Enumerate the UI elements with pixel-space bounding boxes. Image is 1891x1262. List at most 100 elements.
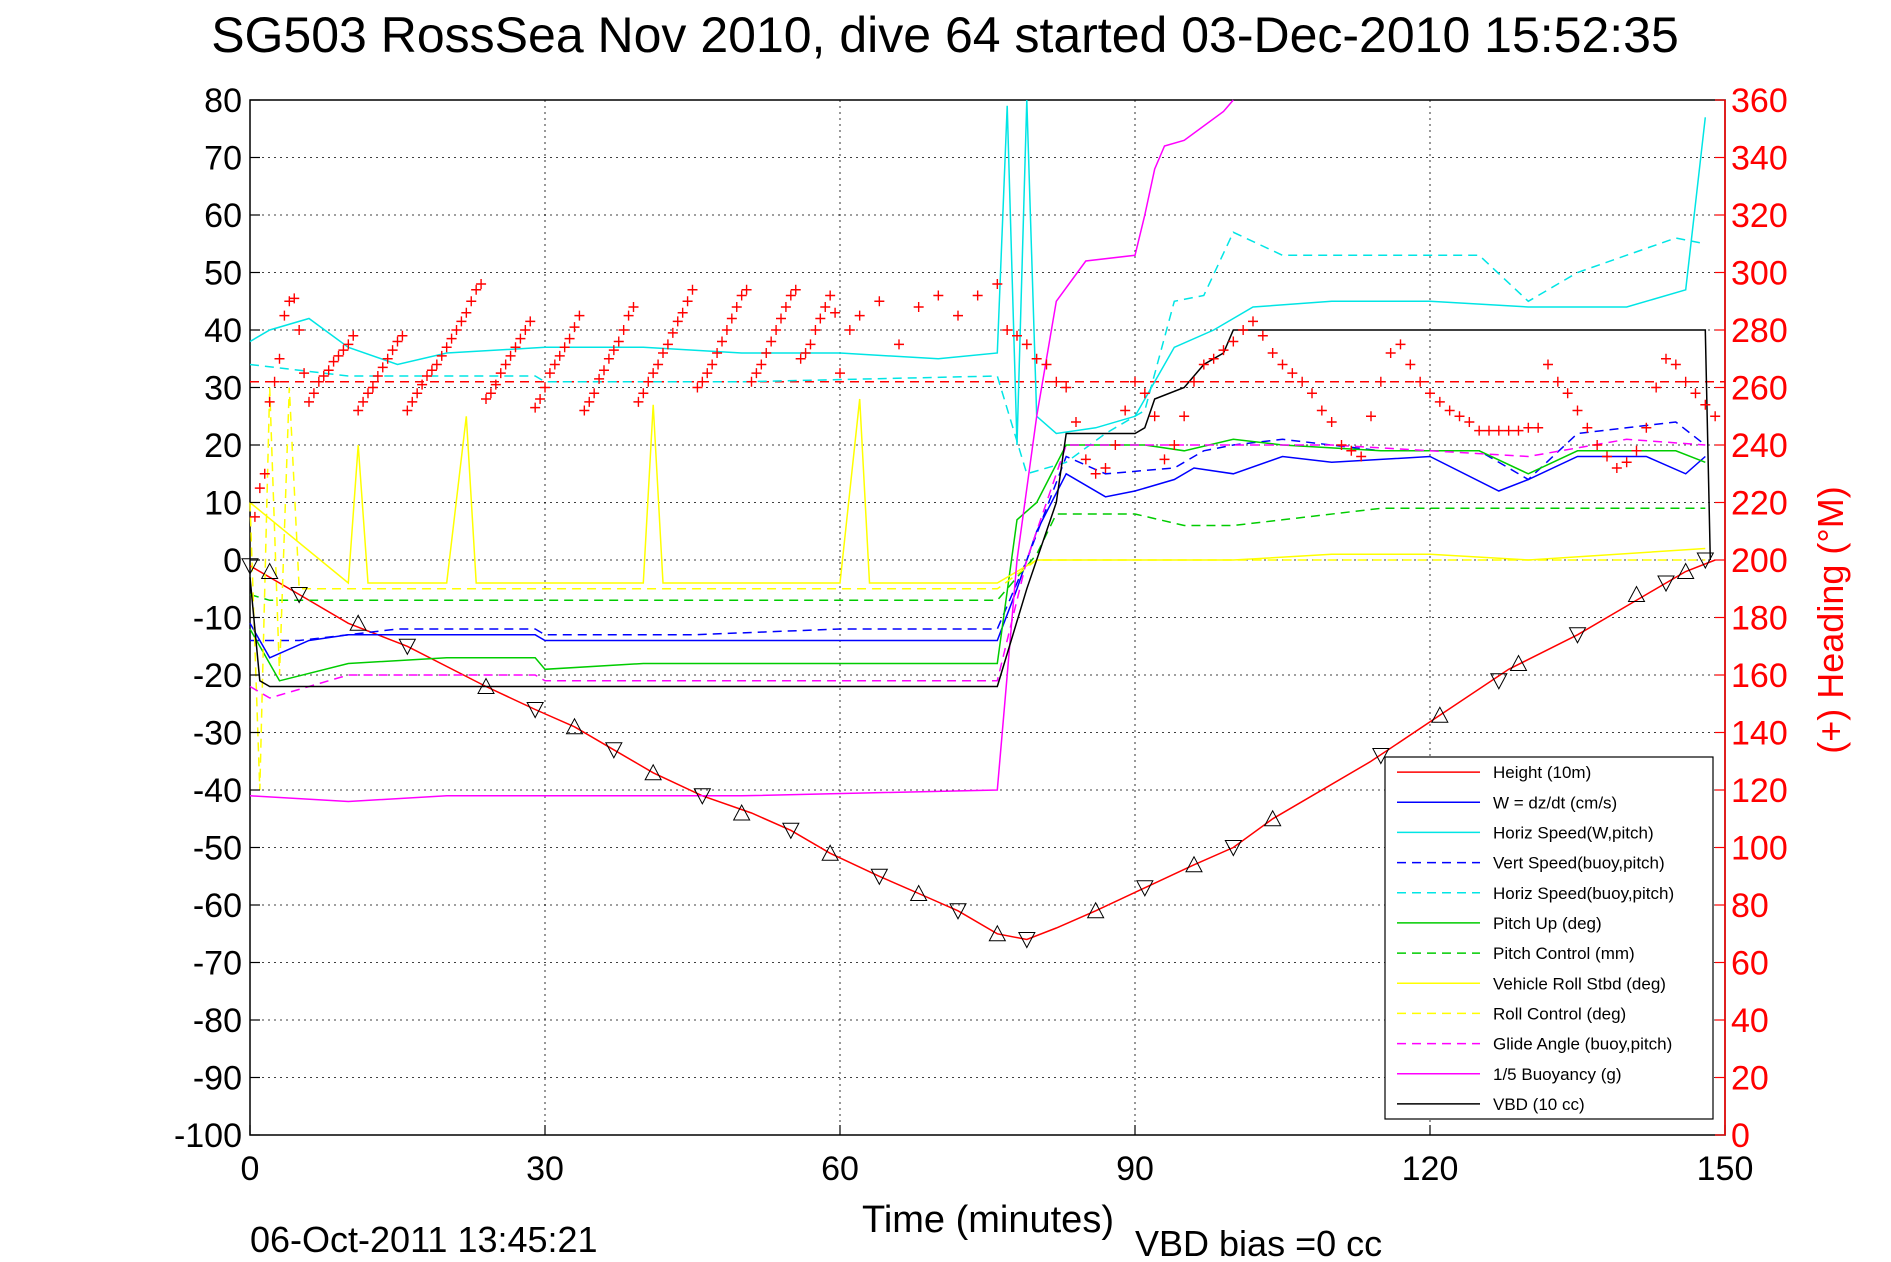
footer-vbd-bias: VBD bias =0 cc (1135, 1223, 1382, 1262)
heading-point (736, 290, 747, 301)
heading-point (451, 325, 462, 335)
heading-point (1434, 396, 1445, 407)
y2-tick-label: 60 (1731, 945, 1769, 983)
depth-marker (693, 788, 712, 805)
heading-point (992, 279, 1003, 289)
heading-point (1395, 339, 1406, 350)
depth-marker (1568, 627, 1587, 644)
legend-label: Horiz Speed(W,pitch) (1493, 823, 1654, 842)
x-axis-label: Time (minutes) (862, 1199, 1114, 1241)
heading-point (382, 353, 393, 364)
heading-point (338, 345, 349, 356)
heading-point (1012, 330, 1022, 341)
y2-tick-label: 180 (1731, 600, 1788, 638)
heading-point (333, 350, 344, 361)
depth-marker (477, 677, 495, 694)
depth-marker (1135, 880, 1154, 897)
heading-point (1700, 399, 1711, 410)
heading-point (363, 388, 373, 399)
axes-layer: 0 30 60 90 120 15080706050403020100-10-20-30-… (174, 82, 1788, 1188)
y2-tick-label: 40 (1731, 1002, 1769, 1040)
heading-point (1336, 440, 1347, 450)
series-line-horiz-speed-w-pitch (249, 99, 1707, 446)
heading-point (628, 302, 639, 312)
series-line-pitch-up-deg (249, 438, 1706, 682)
heading-point (1631, 445, 1642, 456)
heading-point (520, 325, 531, 335)
depth-marker (290, 587, 309, 604)
heading-point (304, 396, 314, 407)
heading-point (638, 388, 649, 399)
heading-point (1080, 454, 1091, 465)
heading-point (1189, 376, 1199, 387)
heading-point (367, 382, 378, 393)
heading-point (692, 382, 703, 393)
heading-point (854, 310, 865, 321)
heading-point (1503, 425, 1514, 436)
heading-point (746, 376, 757, 387)
depth-marker (1086, 901, 1105, 919)
heading-point (667, 327, 678, 338)
y-tick-label: -20 (193, 657, 242, 695)
heading-point (913, 302, 924, 312)
series-line-pitch-control-mm (249, 507, 1706, 602)
heading-point (721, 325, 732, 335)
y2-tick-label: 160 (1731, 657, 1788, 695)
heading-point (1179, 411, 1190, 422)
series-line-vehicle-roll-stbd-deg (249, 398, 1706, 585)
heading-point (1110, 440, 1121, 450)
heading-point (1198, 359, 1209, 370)
y2-axis-label: (+) Heading (°M) (1810, 486, 1851, 753)
heading-point (422, 371, 432, 381)
heading-point (835, 368, 845, 379)
y-tick-label: -80 (193, 1002, 242, 1040)
x-tick-label: 30 (526, 1150, 564, 1188)
heading-point (1120, 405, 1131, 416)
heading-point (805, 339, 816, 350)
y2-tick-label: 120 (1731, 772, 1788, 810)
heading-point (1572, 405, 1583, 416)
heading-point (1100, 463, 1111, 473)
x-tick-label: 90 (1116, 1150, 1154, 1188)
heading-point (810, 325, 821, 335)
depth-marker (821, 844, 840, 861)
y-tick-label: 70 (204, 140, 242, 178)
heading-point (623, 310, 634, 321)
x-tick-label: 120 (1402, 1150, 1459, 1188)
heading-point (613, 336, 624, 347)
depth-marker (241, 558, 259, 575)
y2-tick-label: 0 (1731, 1117, 1750, 1155)
heading-point (702, 368, 713, 379)
legend: Height (10m) W = dz/dt (cm/s) Horiz Speed(… (1384, 756, 1714, 1120)
heading-point (353, 405, 364, 416)
heading-point (707, 359, 718, 370)
heading-point (1041, 359, 1052, 370)
legend-label: Pitch Up (deg) (1493, 914, 1602, 933)
y-tick-label: 40 (204, 312, 242, 350)
heading-point (1130, 376, 1140, 387)
legend-box (1384, 756, 1714, 1120)
heading-point (1297, 376, 1308, 387)
legend-label: VBD (10 cc) (1493, 1095, 1585, 1114)
legend-label: Glide Angle (buoy,pitch) (1493, 1035, 1672, 1054)
heading-point (633, 396, 644, 407)
heading-point (1002, 325, 1013, 335)
heading-point (662, 339, 673, 350)
heading-point (431, 359, 442, 370)
heading-point (1621, 457, 1632, 468)
heading-point (953, 310, 963, 321)
legend-label: W = dz/dt (cm/s) (1493, 793, 1617, 812)
y-tick-label: 30 (204, 370, 242, 408)
series-line-horiz-speed-buoy-pitch (249, 231, 1706, 475)
heading-point (1307, 388, 1317, 399)
y-tick-label: -70 (193, 945, 242, 983)
heading-point (407, 396, 418, 407)
heading-point (417, 379, 428, 390)
y2-tick-label: 340 (1731, 140, 1788, 178)
heading-point (608, 345, 619, 356)
heading-point (540, 382, 550, 393)
heading-point (603, 353, 614, 364)
heading-point (1562, 388, 1573, 399)
depth-marker (870, 868, 889, 886)
heading-point (1670, 359, 1681, 370)
